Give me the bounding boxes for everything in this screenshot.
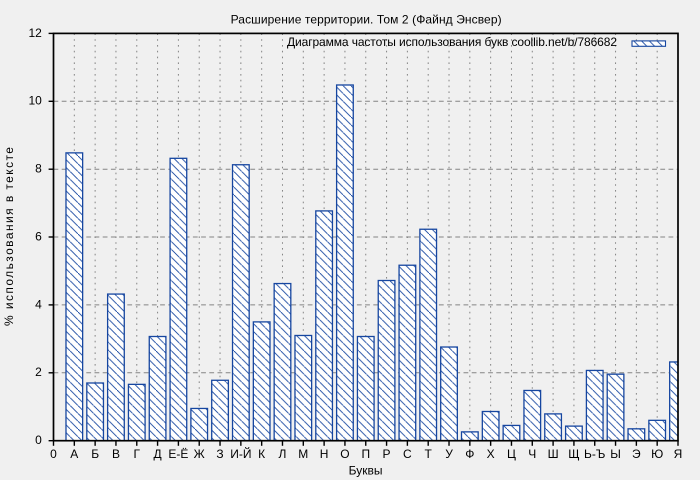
svg-text:Ь-Ъ: Ь-Ъ xyxy=(584,447,605,461)
svg-text:Ч: Ч xyxy=(528,447,536,461)
svg-text:Ц: Ц xyxy=(507,447,516,461)
svg-text:У: У xyxy=(445,447,453,461)
svg-text:6: 6 xyxy=(35,229,42,243)
svg-text:Е-Ё: Е-Ё xyxy=(168,447,188,461)
svg-text:0: 0 xyxy=(50,447,57,461)
svg-text:4: 4 xyxy=(35,297,42,311)
svg-text:П: П xyxy=(361,447,370,461)
svg-text:Г: Г xyxy=(134,447,141,461)
svg-text:Т: Т xyxy=(425,447,433,461)
svg-text:10: 10 xyxy=(28,94,42,108)
svg-text:Я: Я xyxy=(674,447,683,461)
svg-text:В: В xyxy=(112,447,120,461)
svg-text:К: К xyxy=(258,447,265,461)
svg-text:Расширение территории. Том 2 (: Расширение территории. Том 2 (Файнд Энсв… xyxy=(231,13,502,27)
svg-text:% использования в тексте: % использования в тексте xyxy=(2,147,16,326)
svg-text:Ю: Ю xyxy=(651,447,663,461)
svg-text:Н: Н xyxy=(320,447,329,461)
svg-text:Х: Х xyxy=(487,447,495,461)
svg-text:З: З xyxy=(216,447,223,461)
svg-text:Буквы: Буквы xyxy=(349,464,383,478)
svg-text:Ж: Ж xyxy=(194,447,205,461)
svg-text:А: А xyxy=(70,447,78,461)
svg-text:Л: Л xyxy=(279,447,287,461)
svg-text:М: М xyxy=(298,447,308,461)
svg-text:8: 8 xyxy=(35,162,42,176)
svg-text:О: О xyxy=(340,447,349,461)
svg-text:Д: Д xyxy=(154,447,162,461)
svg-text:Ы: Ы xyxy=(610,447,621,461)
svg-text:0: 0 xyxy=(35,433,42,447)
svg-text:2: 2 xyxy=(35,365,42,379)
svg-text:Р: Р xyxy=(383,447,391,461)
svg-text:Б: Б xyxy=(91,447,99,461)
svg-text:С: С xyxy=(403,447,412,461)
svg-text:Э: Э xyxy=(632,447,641,461)
svg-text:Ф: Ф xyxy=(465,447,474,461)
svg-text:Щ: Щ xyxy=(568,447,579,461)
svg-text:12: 12 xyxy=(28,26,42,40)
svg-text:Диаграмма частоты использовани: Диаграмма частоты использования букв coo… xyxy=(287,35,617,49)
svg-text:Ш: Ш xyxy=(548,447,559,461)
svg-text:И-Й: И-Й xyxy=(230,446,251,461)
